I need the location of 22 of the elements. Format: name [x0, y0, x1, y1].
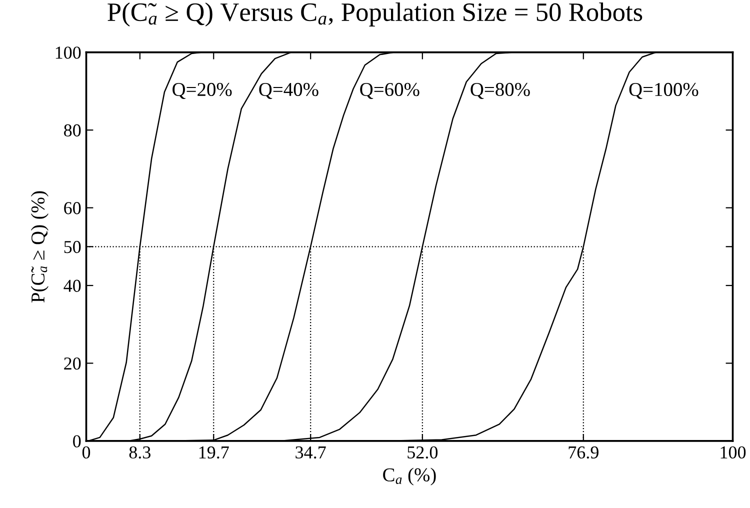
y-tick-label: 20	[64, 357, 81, 370]
series-label: Q=80%	[470, 82, 530, 100]
x-tick-label: 8.3	[129, 446, 150, 459]
y-tick-label: 0	[73, 435, 81, 448]
series-label: Q=100%	[629, 82, 698, 100]
x-tick-label: 0	[82, 446, 90, 459]
y-tick-label: 50	[64, 240, 81, 254]
y-tick-label: 100	[56, 46, 81, 59]
x-tick-label: 34.7	[296, 446, 326, 459]
y-tick-label: 40	[64, 280, 81, 292]
chart-title: P(C̃$_{a}$ ≥ Q) Versus C$_{a}$, Population Size = 50 Robots	[108, 2, 642, 26]
y-axis-title: P(C̃$_{a}$ ≥ Q) (%)	[30, 191, 48, 302]
x-axis-title: C$_{a}$ (%)	[383, 468, 436, 486]
series-label: Q=60%	[360, 82, 420, 100]
x-tick-label: 100	[720, 446, 746, 459]
series-label: Q=20%	[172, 82, 232, 100]
y-tick-label: 80	[64, 124, 81, 136]
x-tick-label: 76.9	[568, 446, 598, 459]
x-tick-label: 52.0	[408, 446, 438, 459]
y-tick-label: 60	[64, 202, 81, 214]
x-tick-label: 19.7	[199, 446, 229, 459]
series-label: Q=40%	[259, 82, 318, 100]
